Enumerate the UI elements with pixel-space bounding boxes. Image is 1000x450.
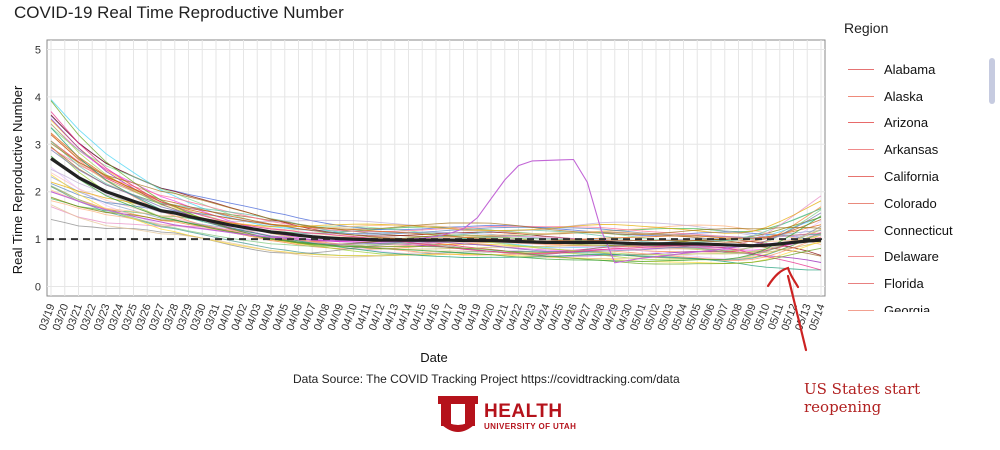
y-tick-label: 0 bbox=[35, 282, 41, 294]
y-axis-label: Real Time Reproductive Number bbox=[10, 85, 25, 274]
legend-scrollbar[interactable] bbox=[989, 58, 995, 104]
annotation-arrow bbox=[766, 266, 808, 352]
legend-swatch bbox=[848, 202, 874, 204]
data-source-note: Data Source: The COVID Tracking Project … bbox=[293, 372, 680, 386]
legend-swatch bbox=[848, 229, 874, 231]
legend-swatch bbox=[848, 149, 874, 151]
legend-label: Alaska bbox=[884, 88, 924, 104]
legend-label: Arkansas bbox=[884, 142, 939, 158]
state-series-line bbox=[50, 132, 822, 242]
legend-item[interactable]: Alabama bbox=[838, 56, 988, 83]
u-block-logo-icon bbox=[438, 396, 478, 432]
state-series-line bbox=[50, 143, 822, 235]
legend-item[interactable]: Connecticut bbox=[838, 217, 988, 244]
legend-swatch bbox=[848, 310, 874, 312]
legend-title: Region bbox=[844, 20, 889, 36]
y-tick-label: 5 bbox=[35, 44, 41, 56]
legend-label: California bbox=[884, 169, 939, 185]
legend-item[interactable]: Alaska bbox=[838, 83, 988, 110]
state-series-line bbox=[50, 174, 822, 264]
legend-swatch bbox=[848, 256, 874, 258]
y-tick-label: 4 bbox=[35, 92, 41, 104]
legend-swatch bbox=[848, 122, 874, 124]
legend: Alabama Alaska Arizona Arkansas California Co… bbox=[838, 56, 988, 312]
state-series-line bbox=[50, 155, 822, 262]
legend-swatch bbox=[848, 95, 874, 97]
us-overall-line bbox=[50, 157, 822, 248]
legend-item[interactable]: Arkansas bbox=[838, 136, 988, 163]
legend-item[interactable]: Georgia bbox=[838, 297, 988, 312]
y-tick-label: 2 bbox=[35, 187, 41, 199]
legend-swatch bbox=[848, 283, 874, 285]
legend-item[interactable]: Colorado bbox=[838, 190, 988, 217]
y-tick-label: 3 bbox=[35, 139, 41, 151]
legend-label: Georgia bbox=[884, 303, 931, 312]
logo-university-text: UNIVERSITY OF UTAH bbox=[484, 421, 577, 431]
state-series-line bbox=[50, 147, 822, 239]
state-series-line bbox=[50, 198, 822, 235]
y-tick-label: 1 bbox=[35, 234, 41, 246]
logo-health-text: HEALTH bbox=[484, 400, 563, 422]
x-axis-label: Date bbox=[420, 350, 447, 365]
state-series-line bbox=[50, 133, 822, 261]
legend-label: Colorado bbox=[884, 195, 937, 211]
legend-swatch bbox=[848, 176, 874, 178]
state-series-line bbox=[50, 189, 822, 243]
legend-item[interactable]: Arizona bbox=[838, 110, 988, 137]
university-logo: HEALTH UNIVERSITY OF UTAH bbox=[438, 396, 576, 436]
legend-item[interactable]: Delaware bbox=[838, 244, 988, 271]
legend-item[interactable]: California bbox=[838, 163, 988, 190]
legend-label: Delaware bbox=[884, 249, 939, 265]
state-series-line bbox=[50, 100, 822, 265]
reopening-annotation: US States start reopening bbox=[804, 380, 921, 416]
state-series-line bbox=[50, 149, 822, 253]
legend-label: Arizona bbox=[884, 115, 929, 131]
legend-swatch bbox=[848, 68, 874, 70]
legend-label: Connecticut bbox=[884, 222, 953, 238]
legend-label: Alabama bbox=[884, 61, 936, 77]
outlier-series-line bbox=[50, 158, 822, 264]
legend-item[interactable]: Florida bbox=[838, 270, 988, 297]
chart-title: COVID-19 Real Time Reproductive Number bbox=[14, 3, 344, 22]
legend-label: Florida bbox=[884, 276, 924, 292]
